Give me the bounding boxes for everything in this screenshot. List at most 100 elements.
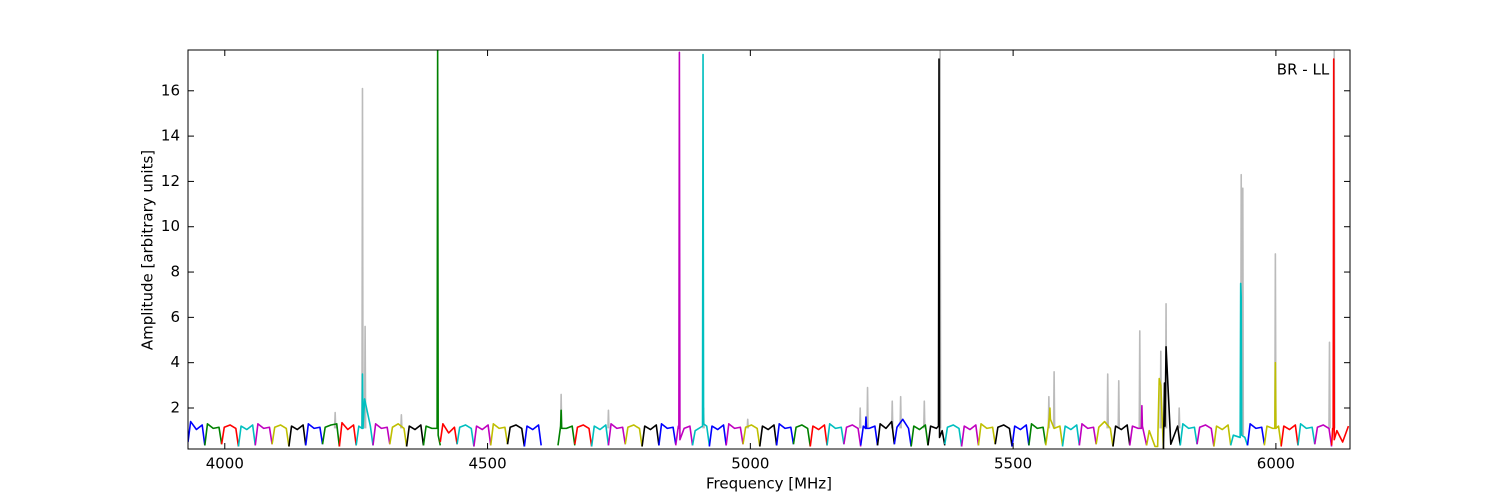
spectrum-line bbox=[321, 423, 341, 447]
spectrum-line bbox=[775, 423, 795, 446]
plot-frame bbox=[187, 49, 1351, 450]
spectrum-line bbox=[691, 53, 711, 446]
spectrum-line bbox=[607, 409, 610, 429]
x-tick-label: 4500 bbox=[468, 455, 506, 473]
spectrum-line bbox=[188, 420, 206, 446]
spectrum-line bbox=[994, 424, 1013, 447]
spectrum-line bbox=[422, 50, 442, 446]
y-tick-label: 4 bbox=[170, 353, 180, 371]
y-tick-label: 6 bbox=[170, 308, 180, 326]
spectrum-line bbox=[1145, 377, 1165, 449]
spectrum-line bbox=[624, 424, 643, 447]
spectrum-line bbox=[1052, 370, 1056, 429]
spectrum-line bbox=[1330, 58, 1350, 446]
spectrum-line bbox=[1162, 346, 1182, 449]
spectrum-line bbox=[922, 400, 926, 429]
spectrum-line bbox=[826, 423, 845, 446]
y-tick-label: 10 bbox=[161, 217, 180, 235]
spectrum-line bbox=[1044, 407, 1064, 446]
spectrum-line bbox=[1229, 282, 1249, 446]
spectrum-line bbox=[960, 424, 980, 447]
spectrum-line bbox=[1112, 424, 1131, 447]
spectrum-line bbox=[400, 413, 403, 429]
spectrum-line bbox=[792, 424, 812, 447]
spectrum-line bbox=[759, 424, 778, 447]
spectrum-line bbox=[355, 373, 374, 446]
spectrum-line bbox=[237, 424, 257, 447]
x-tick-label: 6000 bbox=[1257, 455, 1295, 473]
spectrum-line bbox=[405, 424, 425, 447]
plot-area bbox=[188, 50, 1350, 449]
spectrum-line bbox=[658, 423, 677, 446]
spectrum-line bbox=[927, 58, 946, 446]
spectrum-line bbox=[910, 424, 929, 447]
spectrum-line bbox=[220, 424, 240, 447]
spectrum-line bbox=[288, 424, 307, 447]
spectrum-line bbox=[1213, 424, 1232, 447]
spectrum-line bbox=[1297, 423, 1316, 446]
spectrum-line bbox=[742, 424, 761, 447]
spectrum-line bbox=[523, 424, 542, 447]
x-tick-label: 5000 bbox=[731, 455, 769, 473]
spectrum-line bbox=[333, 411, 337, 429]
spectrum-line bbox=[674, 51, 694, 446]
spectrum-line bbox=[372, 423, 391, 446]
spectrum-line bbox=[1241, 187, 1245, 436]
spectrum-line bbox=[725, 423, 744, 446]
spectrum-line bbox=[708, 424, 727, 447]
spectrum-line bbox=[473, 424, 492, 447]
spectrum-line bbox=[1263, 361, 1282, 446]
spectrum-line bbox=[1117, 380, 1121, 429]
spectrum-line bbox=[506, 424, 526, 447]
spectrum-line bbox=[204, 423, 223, 446]
spectrum-line bbox=[489, 423, 509, 446]
x-tick-label: 4000 bbox=[206, 455, 244, 473]
spectrum-line bbox=[1078, 423, 1097, 446]
spectrum-line bbox=[607, 423, 627, 446]
x-tick-label: 5500 bbox=[994, 455, 1032, 473]
lines bbox=[188, 50, 1350, 449]
spectrum-line bbox=[1246, 423, 1266, 446]
spectrum-line bbox=[1011, 424, 1030, 447]
y-tick-label: 8 bbox=[170, 263, 180, 281]
spectrum-line bbox=[1328, 341, 1331, 429]
spectrum-line bbox=[304, 423, 324, 446]
spectrum-line bbox=[574, 424, 593, 447]
y-tick-label: 14 bbox=[161, 127, 180, 145]
spectrum-line bbox=[1028, 423, 1047, 446]
spectrum-line bbox=[1138, 330, 1142, 429]
spectrum-line bbox=[641, 424, 660, 447]
spectrum-line bbox=[1061, 424, 1081, 447]
spectrum-line bbox=[859, 416, 879, 446]
spectrum-line bbox=[1179, 423, 1198, 446]
x-axis-label: Frequency [MHz] bbox=[706, 475, 832, 493]
spectrum-line bbox=[893, 418, 912, 447]
spectrum-line bbox=[363, 325, 367, 429]
spectrum-line bbox=[557, 409, 576, 446]
spectrum-line bbox=[254, 423, 273, 446]
spectrum-line bbox=[1177, 407, 1181, 429]
spectrum-line bbox=[1106, 373, 1110, 429]
y-tick-label: 16 bbox=[161, 81, 180, 99]
spectrum-line bbox=[843, 424, 862, 447]
y-tick-label: 2 bbox=[170, 398, 180, 416]
spectrum-line bbox=[944, 424, 963, 447]
spectrum-line bbox=[809, 424, 828, 447]
spectrum-line bbox=[866, 386, 869, 429]
y-axis-label: Amplitude [arbitrary units] bbox=[139, 150, 157, 350]
y-tick-label: 12 bbox=[161, 172, 180, 190]
spectrum-line bbox=[1313, 424, 1333, 447]
spectrum-line bbox=[590, 424, 610, 447]
spectrum-line bbox=[389, 423, 408, 447]
spectrum-line bbox=[746, 418, 750, 429]
spectrum-line bbox=[858, 407, 862, 429]
spectrum-line bbox=[977, 423, 997, 446]
spectrum-line bbox=[361, 87, 364, 429]
spectrum-line bbox=[890, 400, 894, 429]
spectrum-line bbox=[1280, 424, 1299, 447]
spectrum-line bbox=[439, 423, 458, 445]
spectrum-line bbox=[1196, 424, 1215, 447]
spectrum-line bbox=[456, 424, 475, 447]
